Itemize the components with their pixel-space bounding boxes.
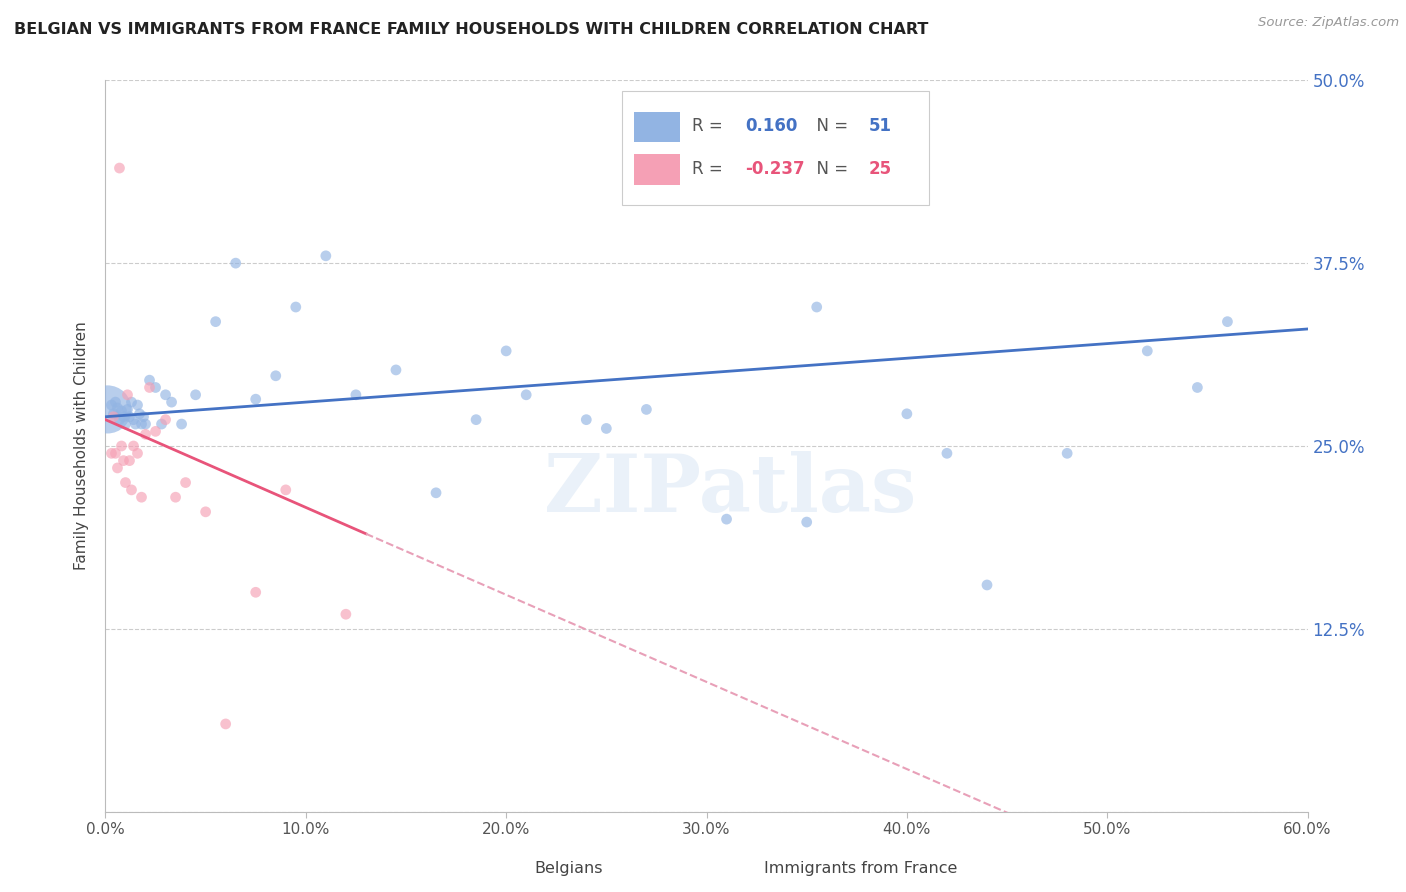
Point (100, 446, 122, 460)
Point (104, 446, 127, 460)
Text: BELGIAN VS IMMIGRANTS FROM FRANCE FAMILY HOUSEHOLDS WITH CHILDREN CORRELATION CH: BELGIAN VS IMMIGRANTS FROM FRANCE FAMILY… (14, 22, 928, 37)
Point (174, 475, 197, 490)
Point (385, 363, 408, 377)
Point (112, 453, 135, 467)
Point (315, 249, 337, 263)
FancyBboxPatch shape (634, 112, 681, 143)
Point (225, 256, 247, 270)
Point (138, 380, 160, 394)
Text: R =: R = (692, 160, 728, 178)
Point (274, 483, 297, 497)
Point (121, 483, 143, 497)
Text: -0.237: -0.237 (745, 160, 804, 178)
Point (976, 578, 998, 592)
Point (344, 388, 367, 402)
Y-axis label: Family Households with Children: Family Households with Children (75, 322, 90, 570)
Text: N =: N = (806, 160, 853, 178)
Point (495, 343, 517, 358)
Point (127, 398, 149, 412)
Point (122, 412, 145, 426)
Point (716, 512, 738, 526)
Point (122, 439, 145, 453)
Point (121, 395, 143, 409)
Point (264, 368, 287, 383)
FancyBboxPatch shape (623, 91, 929, 204)
Point (1216, 315, 1239, 329)
Point (114, 475, 136, 490)
Text: Source: ZipAtlas.com: Source: ZipAtlas.com (1258, 16, 1399, 29)
Point (184, 388, 207, 402)
Point (204, 315, 226, 329)
Point (131, 417, 153, 431)
Point (194, 505, 217, 519)
Point (112, 409, 135, 424)
Point (245, 392, 267, 407)
Point (245, 585, 267, 599)
Text: N =: N = (806, 118, 853, 136)
Point (124, 417, 146, 431)
Point (335, 607, 357, 622)
Point (806, 300, 828, 314)
Point (135, 427, 157, 442)
Text: Belgians: Belgians (534, 862, 603, 876)
Point (128, 407, 150, 421)
Point (118, 453, 141, 467)
Point (135, 417, 157, 431)
Point (107, 401, 129, 415)
Point (155, 388, 177, 402)
FancyBboxPatch shape (718, 858, 752, 880)
Point (160, 395, 183, 409)
Point (145, 425, 167, 439)
Point (936, 446, 959, 460)
Text: 25: 25 (869, 160, 891, 178)
Point (118, 409, 141, 424)
Point (155, 412, 177, 426)
Point (131, 490, 153, 504)
Point (127, 446, 149, 460)
FancyBboxPatch shape (491, 858, 524, 880)
Text: Immigrants from France: Immigrants from France (765, 862, 957, 876)
Point (465, 412, 488, 426)
Point (515, 388, 537, 402)
Point (1056, 446, 1078, 460)
Text: 51: 51 (869, 118, 891, 136)
Point (165, 490, 187, 504)
Point (425, 485, 447, 500)
Point (796, 515, 818, 529)
Point (117, 402, 139, 417)
Point (100, 398, 122, 412)
Point (145, 380, 167, 394)
Point (110, 404, 132, 418)
Point (1136, 343, 1159, 358)
Point (108, 161, 131, 175)
Point (117, 388, 139, 402)
Point (595, 421, 617, 435)
Point (110, 439, 132, 453)
Point (896, 407, 918, 421)
Point (636, 402, 658, 417)
Point (138, 373, 160, 387)
Point (103, 407, 125, 421)
Point (132, 409, 155, 424)
FancyBboxPatch shape (634, 154, 681, 185)
Text: 0.160: 0.160 (745, 118, 797, 136)
Point (114, 417, 136, 431)
Point (96, 402, 118, 417)
Point (284, 300, 307, 314)
Text: R =: R = (692, 118, 728, 136)
Point (108, 412, 131, 426)
Point (214, 717, 236, 731)
Point (575, 412, 598, 426)
Point (1187, 380, 1209, 394)
Point (150, 417, 173, 431)
Point (104, 395, 127, 409)
Point (103, 409, 125, 424)
Point (170, 417, 193, 431)
Text: ZIPatlas: ZIPatlas (544, 450, 917, 529)
Point (107, 461, 129, 475)
